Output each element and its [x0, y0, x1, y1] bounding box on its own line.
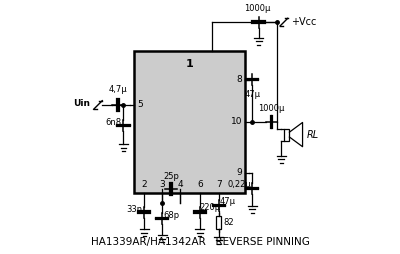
Text: 3: 3: [159, 180, 165, 189]
Text: 9: 9: [237, 168, 242, 177]
Text: 8: 8: [237, 75, 242, 84]
Text: 6n8: 6n8: [105, 118, 122, 127]
Text: 47μ: 47μ: [244, 90, 260, 99]
Text: 2: 2: [142, 180, 147, 189]
Text: 5: 5: [137, 101, 143, 109]
Text: 82: 82: [223, 218, 234, 227]
Text: 4,7μ: 4,7μ: [108, 85, 127, 94]
Text: 220μ: 220μ: [199, 203, 220, 212]
Text: 1: 1: [186, 59, 194, 69]
Text: +Vcc: +Vcc: [291, 17, 316, 27]
Text: 7: 7: [216, 180, 222, 189]
Bar: [284, 129, 290, 141]
Text: Uin: Uin: [73, 99, 90, 108]
Text: 0,22μ: 0,22μ: [227, 181, 251, 189]
Bar: [216, 216, 221, 229]
Text: 1000μ: 1000μ: [244, 4, 270, 12]
Text: 68p: 68p: [163, 211, 180, 220]
Bar: [134, 51, 246, 193]
Text: 33n: 33n: [126, 205, 142, 214]
Text: 1000μ: 1000μ: [258, 104, 284, 113]
Text: HA1339AR/HA1342AR   REVERSE PINNING: HA1339AR/HA1342AR REVERSE PINNING: [90, 237, 310, 247]
Text: 10: 10: [231, 117, 242, 126]
Text: 6: 6: [197, 180, 203, 189]
Text: RL: RL: [307, 130, 319, 140]
Text: 4: 4: [177, 180, 183, 189]
Text: 47μ: 47μ: [220, 197, 236, 206]
Text: 25p: 25p: [163, 172, 179, 181]
